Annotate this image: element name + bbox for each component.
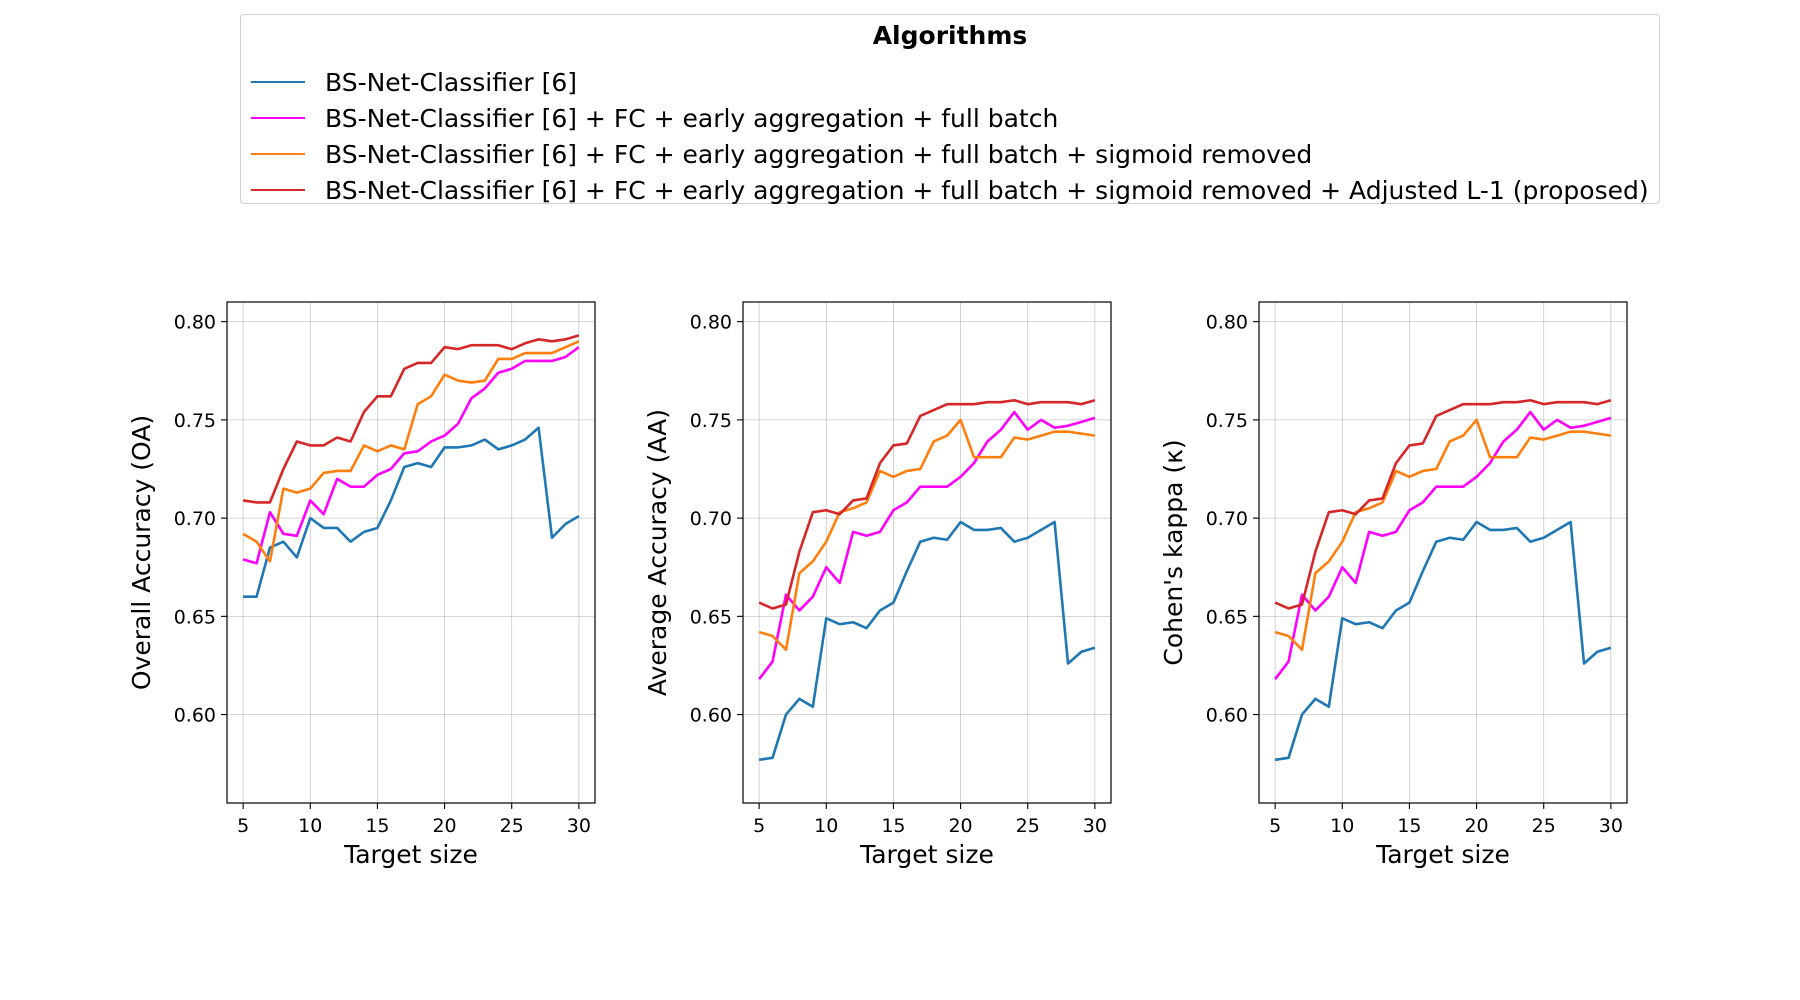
series-line-1 (243, 426, 580, 599)
y-tick-label: 0.60 (174, 705, 216, 727)
x-axis-label: Target size (343, 840, 478, 869)
y-tick-label: 0.80 (1206, 312, 1248, 334)
x-tick-label: 25 (500, 815, 524, 837)
legend-entry: BS-Net-Classifier [6] + FC + early aggre… (251, 139, 1312, 169)
series-line-2 (242, 346, 580, 565)
plot-frame (1258, 301, 1628, 804)
x-tick-label: 20 (432, 815, 456, 837)
y-axis-label: Overall Accuracy (OA) (127, 415, 156, 690)
y-axis-label: Average Accuracy (AA) (643, 409, 672, 696)
x-tick-label: 5 (1269, 815, 1281, 837)
legend-swatch (251, 81, 305, 83)
y-axis-label: Cohen's kappa (κ) (1159, 439, 1188, 665)
x-tick-label: 25 (1532, 815, 1556, 837)
y-tick-label: 0.80 (174, 312, 216, 334)
legend-swatch (251, 153, 305, 155)
series-line-3 (758, 418, 1096, 652)
legend-label: BS-Net-Classifier [6] + FC + early aggre… (325, 139, 1313, 169)
chart-2: 5 10 15 20 25 30 0.60 0.65 0.70 0.75 0.80 Target si… (643, 301, 1112, 869)
legend-label: BS-Net-Classifier [6] + FC + early aggre… (325, 103, 1059, 133)
series-line-2 (1274, 410, 1612, 681)
y-tick-label: 0.75 (690, 410, 732, 432)
y-tick-label: 0.80 (690, 312, 732, 334)
chart-3: 5 10 15 20 25 30 0.60 0.65 0.70 0.75 0.80 Target si… (1159, 301, 1628, 869)
series-line-1 (758, 520, 1096, 762)
x-tick-label: 10 (814, 815, 838, 837)
x-tick-label: 5 (753, 815, 765, 837)
y-tick-label: 0.70 (690, 508, 732, 530)
legend-swatch (251, 189, 305, 191)
series-line-3 (242, 340, 580, 563)
x-tick-label: 25 (1016, 815, 1040, 837)
series-line-4 (1274, 398, 1612, 610)
series-line-1 (1274, 520, 1612, 762)
y-tick-label: 0.65 (1206, 606, 1248, 628)
legend-label: BS-Net-Classifier [6] + FC + early aggre… (325, 175, 1649, 205)
series-line-3 (1274, 418, 1612, 652)
x-tick-label: 30 (567, 815, 591, 837)
x-axis-label: Target size (1375, 840, 1510, 869)
x-tick-label: 15 (1397, 815, 1421, 837)
y-tick-label: 0.65 (174, 606, 216, 628)
chart-1: 5 10 15 20 25 30 0.60 0.65 0.70 0.75 0.80 Target si… (127, 301, 596, 869)
y-tick-label: 0.65 (690, 606, 732, 628)
legend-swatch (251, 117, 305, 119)
x-tick-label: 15 (365, 815, 389, 837)
y-tick-label: 0.75 (1206, 410, 1248, 432)
x-tick-label: 30 (1599, 815, 1623, 837)
y-tick-label: 0.75 (174, 410, 216, 432)
plot-frame (742, 301, 1112, 804)
legend-title: Algorithms (872, 21, 1028, 50)
y-tick-label: 0.70 (1206, 508, 1248, 530)
x-tick-label: 20 (1464, 815, 1488, 837)
y-tick-label: 0.60 (690, 705, 732, 727)
series-line-2 (758, 410, 1096, 681)
plot-frame (226, 301, 596, 804)
legend-label: BS-Net-Classifier [6] (325, 67, 577, 97)
legend-entry: BS-Net-Classifier [6] + FC + early aggre… (251, 103, 1058, 133)
x-axis-label: Target size (859, 840, 994, 869)
legend: Algorithms BS-Net-Classifier [6] BS-Net-… (240, 14, 1660, 205)
series-line-4 (758, 398, 1096, 610)
legend-entry: BS-Net-Classifier [6] (251, 67, 577, 97)
y-tick-label: 0.70 (174, 508, 216, 530)
x-tick-label: 10 (298, 815, 322, 837)
legend-entry: BS-Net-Classifier [6] + FC + early aggre… (251, 175, 1649, 205)
x-tick-label: 15 (881, 815, 905, 837)
x-tick-label: 10 (1330, 815, 1354, 837)
x-tick-label: 5 (237, 815, 249, 837)
y-tick-label: 0.60 (1206, 705, 1248, 727)
x-tick-label: 20 (948, 815, 972, 837)
x-tick-label: 30 (1083, 815, 1107, 837)
series-line-4 (242, 334, 580, 504)
